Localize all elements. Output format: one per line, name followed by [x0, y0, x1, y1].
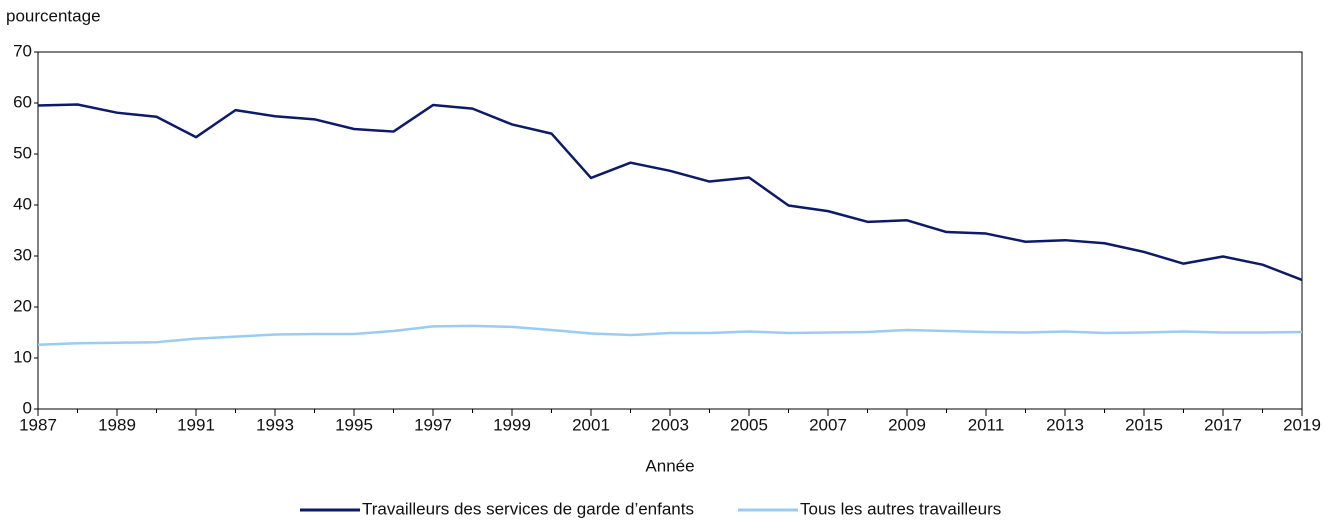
- y-tick-label: 30: [13, 245, 32, 264]
- x-tick-label: 2013: [1046, 415, 1084, 434]
- x-axis-label: Année: [645, 456, 694, 475]
- y-tick-label: 40: [13, 194, 32, 213]
- x-tick-label: 1999: [493, 415, 531, 434]
- y-tick-label: 10: [13, 347, 32, 366]
- legend-label: Tous les autres travailleurs: [800, 499, 1001, 518]
- y-tick-label: 20: [13, 296, 32, 315]
- x-tick-label: 1991: [177, 415, 215, 434]
- x-tick-label: 1997: [414, 415, 452, 434]
- legend-label: Travailleurs des services de garde d’enf…: [362, 499, 694, 518]
- x-tick-label: 2015: [1125, 415, 1163, 434]
- y-tick-label: 50: [13, 143, 32, 162]
- x-tick-label: 2005: [730, 415, 768, 434]
- series-line: [37, 324, 1303, 346]
- x-tick-label: 2009: [888, 415, 926, 434]
- x-tick-label: 2011: [968, 415, 1005, 434]
- x-tick-label: 1989: [98, 415, 136, 434]
- x-tick-label: 2019: [1283, 415, 1321, 434]
- y-tick-label: 70: [13, 41, 32, 60]
- x-tick-label: 1987: [19, 415, 57, 434]
- series-line: [37, 103, 1303, 282]
- y-tick-label: 0: [23, 398, 32, 417]
- x-tick-label: 1995: [335, 415, 373, 434]
- y-axis-label: pourcentage: [6, 6, 101, 25]
- y-tick-label: 60: [13, 92, 32, 111]
- x-tick-label: 2017: [1204, 415, 1242, 434]
- plot-frame: [37, 51, 1303, 410]
- x-tick-label: 1993: [256, 415, 294, 434]
- x-tick-label: 2007: [809, 415, 847, 434]
- x-tick-label: 2003: [651, 415, 689, 434]
- x-tick-label: 2001: [572, 415, 610, 434]
